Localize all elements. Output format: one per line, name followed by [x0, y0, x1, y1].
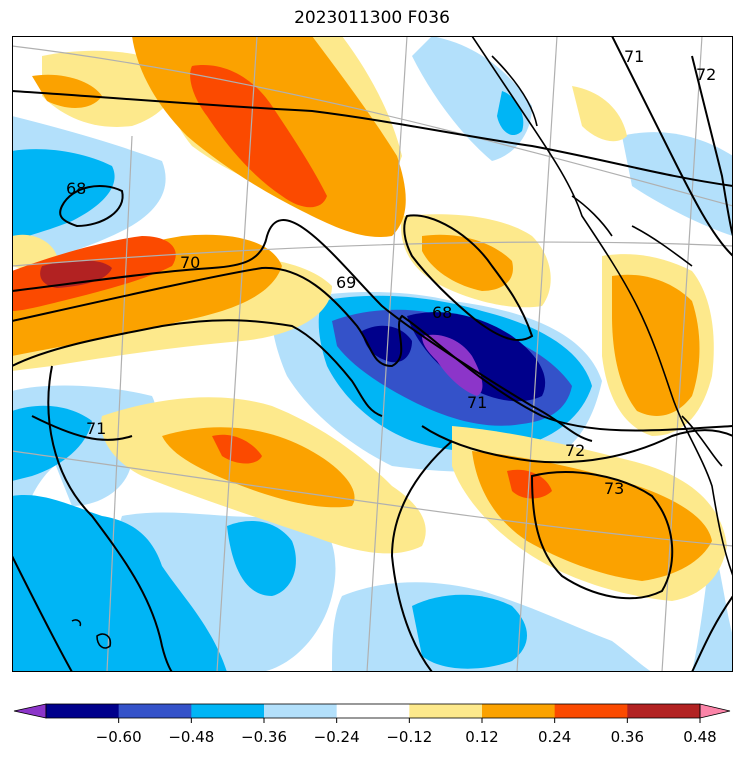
- map-title: 2023011300 F036: [294, 8, 450, 28]
- colorbar-tick-label: 0.12: [465, 728, 498, 746]
- colorbar-segment: [409, 704, 483, 718]
- contour-label: 69: [336, 273, 356, 292]
- colorbar-segment: [264, 704, 338, 718]
- colorbar-tick-label: 0.24: [538, 728, 571, 746]
- colorbar-tick-label: 0.48: [683, 728, 716, 746]
- colorbar-tick-label: −0.12: [386, 728, 432, 746]
- contour-label: 68: [66, 179, 86, 198]
- colorbar-extend-min: [13, 703, 47, 719]
- colorbar-segments: [13, 703, 731, 719]
- colorbar-frame: [45, 703, 701, 719]
- coastline: [71, 36, 733, 649]
- colorbar-segment: [118, 704, 192, 718]
- height-contours: [12, 36, 733, 672]
- graticule-lines: [12, 36, 733, 672]
- colorbar-segment: [627, 704, 701, 718]
- contour-label: 71: [467, 393, 487, 412]
- contour-label: 73: [604, 479, 624, 498]
- colorbar-tick-label: −0.48: [168, 728, 214, 746]
- contour-label: 68: [432, 303, 452, 322]
- contour-label: 71: [86, 419, 106, 438]
- contour-label: 70: [180, 253, 200, 272]
- forecast-map: 68 70 69 68 71 71 72 73 71 72: [12, 36, 733, 672]
- colorbar: −0.60 −0.48 −0.36 −0.24 −0.12 0.12 0.24 0.36 0.4…: [13, 703, 731, 746]
- colorbar-segment: [482, 704, 556, 718]
- colorbar-segment: [191, 704, 265, 718]
- contour-label: 72: [696, 65, 716, 84]
- contour-label: 72: [565, 441, 585, 460]
- colorbar-segment: [336, 704, 410, 718]
- contour-label: 71: [624, 47, 644, 66]
- contour-label-group: 68 70 69 68 71 71 72 73 71 72: [66, 47, 716, 498]
- colorbar-tick-label: −0.24: [314, 728, 360, 746]
- colorbar-tick-label: −0.60: [96, 728, 142, 746]
- colorbar-ticks: −0.60 −0.48 −0.36 −0.24 −0.12 0.12 0.24 0.36 0.4…: [96, 718, 717, 746]
- colorbar-extend-max: [699, 703, 731, 719]
- map-frame: [12, 36, 733, 672]
- colorbar-segment: [46, 704, 120, 718]
- anomaly-negative-purple: [422, 334, 483, 396]
- colorbar-tick-label: 0.36: [611, 728, 644, 746]
- colorbar-tick-label: −0.36: [241, 728, 287, 746]
- colorbar-segment: [554, 704, 628, 718]
